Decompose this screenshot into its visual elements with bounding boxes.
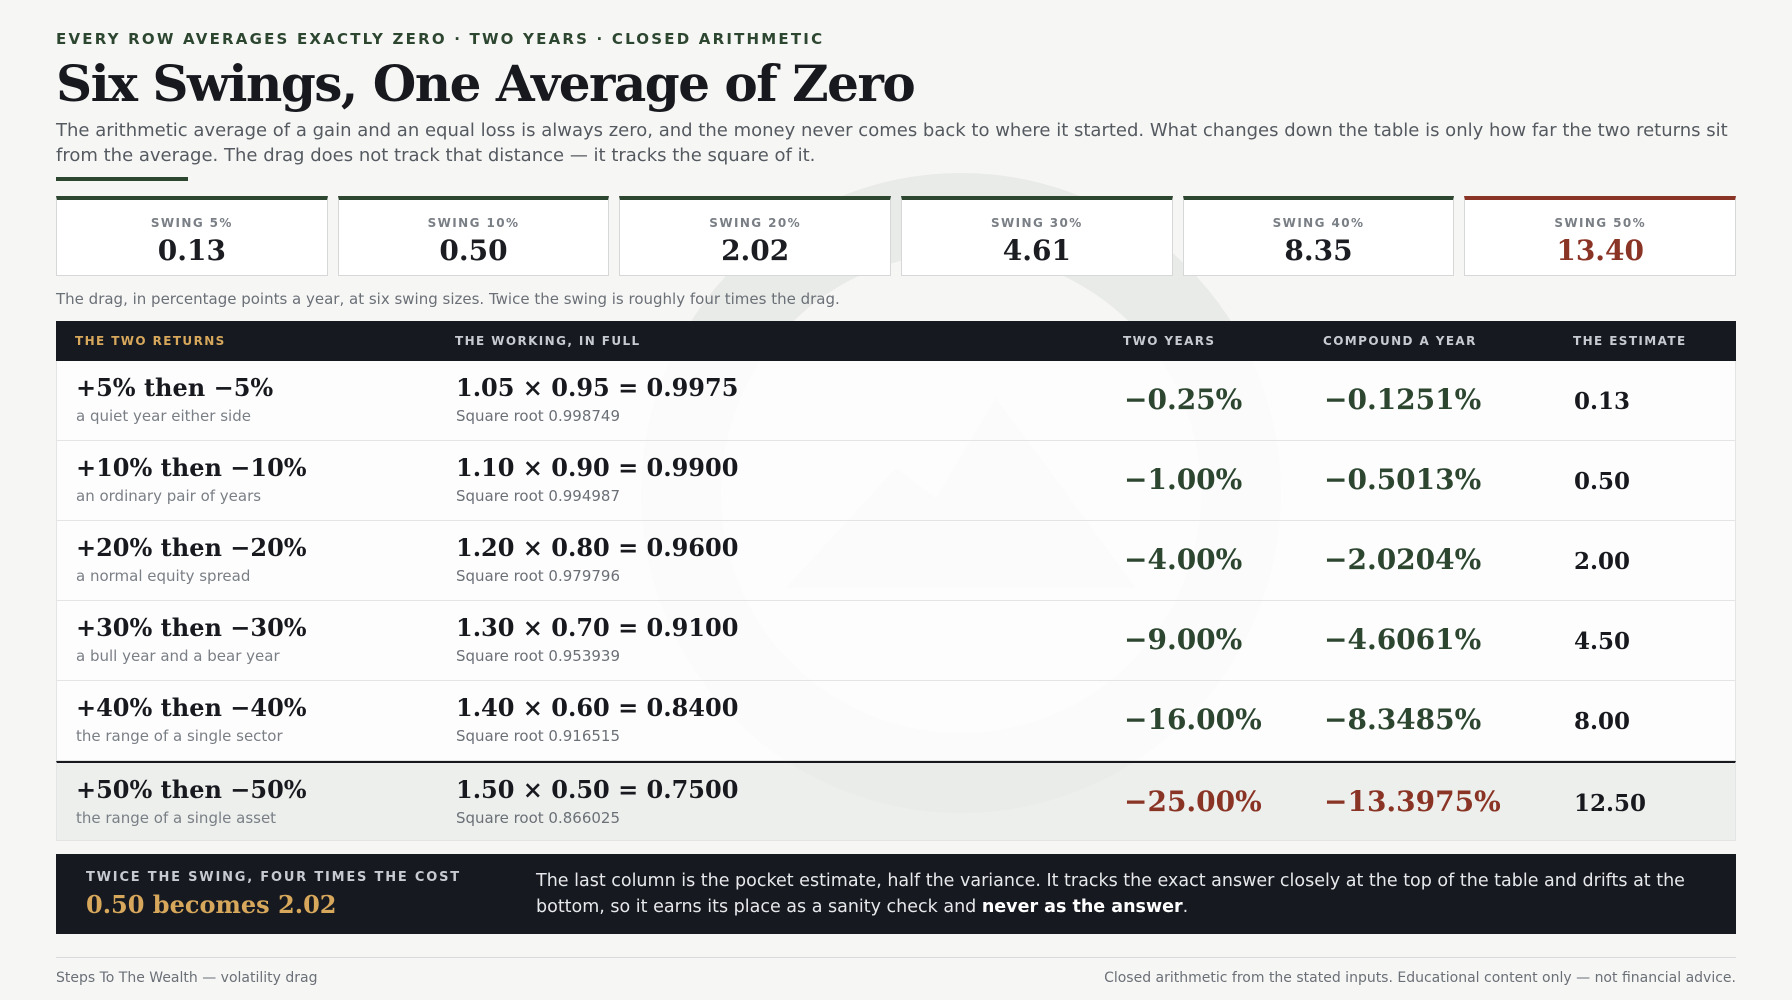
table-header: THE TWO RETURNS THE WORKING, IN FULL TWO… [56,321,1736,361]
swing-card-label: SWING 20% [709,216,802,230]
swing-card-value: 13.40 [1556,234,1645,267]
table-row-highlight: +50% then −50% the range of a single ass… [56,761,1736,841]
two-year-return: −4.00% [1124,543,1243,576]
working: 1.50 × 0.50 = 0.7500 [456,775,739,804]
column-header: THE TWO RETURNS [75,334,226,348]
compound-return: −2.0204% [1324,543,1482,576]
column-header: THE ESTIMATE [1573,334,1687,348]
pair-label: +10% then −10% [76,453,307,482]
banner-text-end: . [1182,897,1189,917]
pair-note: a bull year and a bear year [76,647,280,665]
pair-label: +40% then −40% [76,693,307,722]
swing-card-highlight: SWING 50% 13.40 [1464,196,1737,276]
two-year-return: −9.00% [1124,623,1243,656]
table-row: +5% then −5% a quiet year either side 1.… [56,361,1736,441]
estimate: 8.00 [1574,708,1631,735]
table-row: +20% then −20% a normal equity spread 1.… [56,521,1736,601]
column-header: TWO YEARS [1123,334,1216,348]
working: 1.20 × 0.80 = 0.9600 [456,533,739,562]
compound-return: −0.1251% [1324,383,1482,416]
swing-cards: SWING 5% 0.13 SWING 10% 0.50 SWING 20% 2… [56,196,1737,276]
pair-note: the range of a single sector [76,727,283,745]
swing-card-value: 2.02 [721,234,790,267]
compound-return: −0.5013% [1324,463,1482,496]
square-root: Square root 0.979796 [456,567,620,585]
banner-text-lead: The last column is the pocket estimate, … [536,871,1685,917]
eyebrow: EVERY ROW AVERAGES EXACTLY ZERO · TWO YE… [56,30,825,48]
swing-card-label: SWING 10% [427,216,520,230]
swing-card: SWING 40% 8.35 [1182,196,1455,276]
pair-note: a quiet year either side [76,407,251,425]
table-row: +10% then −10% an ordinary pair of years… [56,441,1736,521]
pair-label: +5% then −5% [76,373,274,402]
swing-card: SWING 20% 2.02 [619,196,892,276]
square-root: Square root 0.998749 [456,407,620,425]
swing-card-value: 8.35 [1284,234,1353,267]
square-root: Square root 0.994987 [456,487,620,505]
pair-label: +20% then −20% [76,533,307,562]
working: 1.40 × 0.60 = 0.8400 [456,693,739,722]
column-header: COMPOUND A YEAR [1323,334,1477,348]
swing-card: SWING 10% 0.50 [337,196,610,276]
swing-card-value: 0.50 [439,234,508,267]
pair-note: the range of a single asset [76,809,277,827]
swing-card-label: SWING 40% [1272,216,1365,230]
swing-card: SWING 5% 0.13 [56,196,328,276]
working: 1.05 × 0.95 = 0.9975 [456,373,739,402]
square-root: Square root 0.953939 [456,647,620,665]
swing-card-value: 4.61 [1002,234,1071,267]
estimate: 2.00 [1574,548,1631,575]
swing-card-label: SWING 5% [150,216,233,230]
compound-return: −8.3485% [1324,703,1482,736]
pair-note: an ordinary pair of years [76,487,262,505]
table-row: +30% then −30% a bull year and a bear ye… [56,601,1736,681]
estimate: 0.50 [1574,468,1631,495]
footer-disclaimer: Closed arithmetic from the stated inputs… [1104,970,1736,986]
swing-card-value: 0.13 [157,234,226,267]
pair-note: a normal equity spread [76,567,251,585]
working: 1.30 × 0.70 = 0.9100 [456,613,739,642]
estimate: 12.50 [1574,790,1647,817]
square-root: Square root 0.916515 [456,727,620,745]
cards-caption: The drag, in percentage points a year, a… [56,290,840,308]
page-title: Six Swings, One Average of Zero [56,54,916,113]
estimate: 4.50 [1574,628,1631,655]
estimate: 0.13 [1574,388,1631,415]
accent-rule [56,177,188,181]
footer-source: Steps To The Wealth — volatility drag [56,970,318,986]
swing-card-label: SWING 50% [1554,216,1647,230]
square-root: Square root 0.866025 [456,809,620,827]
column-header: THE WORKING, IN FULL [455,334,641,348]
swing-card: SWING 30% 4.61 [901,196,1173,276]
compound-return: −4.6061% [1324,623,1482,656]
footer-divider [56,957,1736,958]
two-year-return: −1.00% [1124,463,1243,496]
table-row: +40% then −40% the range of a single sec… [56,681,1736,761]
lede: The arithmetic average of a gain and an … [56,120,1728,166]
two-year-return: −25.00% [1124,785,1262,818]
page: EVERY ROW AVERAGES EXACTLY ZERO · TWO YE… [56,0,1737,1000]
takeaway-banner: TWICE THE SWING, FOUR TIMES THE COST 0.5… [56,854,1736,934]
pair-label: +30% then −30% [76,613,307,642]
swing-table: THE TWO RETURNS THE WORKING, IN FULL TWO… [56,321,1736,841]
swing-card-label: SWING 30% [990,216,1083,230]
two-year-return: −16.00% [1124,703,1262,736]
banner-kicker: TWICE THE SWING, FOUR TIMES THE COST [86,870,461,885]
banner-headline: 0.50 becomes 2.02 [86,890,337,919]
banner-text: The last column is the pocket estimate, … [536,868,1716,920]
banner-text-emphasis: never as the answer [981,897,1183,917]
two-year-return: −0.25% [1124,383,1243,416]
working: 1.10 × 0.90 = 0.9900 [456,453,739,482]
compound-return: −13.3975% [1324,785,1501,818]
pair-label: +50% then −50% [76,775,307,804]
